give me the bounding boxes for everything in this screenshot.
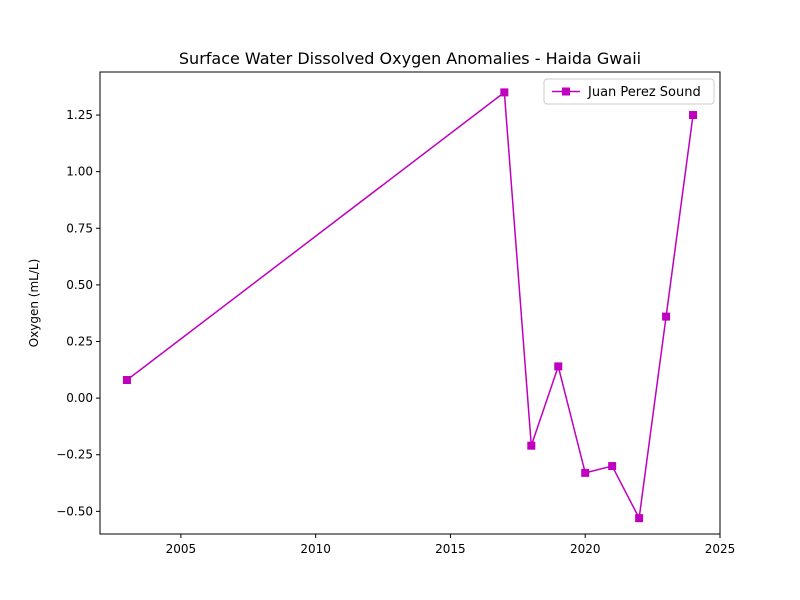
x-tick-label: 2010 [300, 542, 331, 556]
series-line [126, 91, 694, 519]
chart-title: Surface Water Dissolved Oxygen Anomalies… [179, 49, 641, 68]
x-tick-label: 2015 [435, 542, 466, 556]
y-tick-label: 1.00 [66, 165, 93, 179]
data-point [122, 376, 131, 384]
x-tick-label: 2025 [705, 542, 736, 556]
legend: Juan Perez Sound [543, 78, 715, 105]
legend-label: Juan Perez Sound [587, 85, 701, 100]
data-point [500, 88, 509, 97]
x-axis: 2005 2010 2015 2020 2025 [166, 534, 736, 556]
x-tick-label: 2020 [570, 542, 601, 556]
y-tick-label: 1.25 [66, 108, 93, 122]
y-axis-label: Oxygen (mL/L) [27, 259, 41, 348]
plot-area-frame [99, 71, 721, 535]
data-point [581, 468, 590, 477]
data-point [554, 362, 563, 371]
data-point [635, 514, 644, 523]
data-point [527, 441, 536, 450]
y-tick-label: −0.25 [56, 448, 93, 462]
legend-box [543, 78, 715, 105]
y-axis: −0.50 −0.25 0.00 0.25 0.50 0.75 1.00 1.25 [56, 108, 100, 518]
data-point [662, 312, 671, 321]
y-tick-label: 0.25 [66, 335, 93, 349]
y-tick-label: 0.00 [66, 391, 93, 405]
data-point [608, 462, 617, 471]
y-tick-label: −0.50 [56, 504, 93, 518]
x-tick-label: 2005 [166, 542, 197, 556]
y-tick-label: 0.75 [66, 221, 93, 235]
legend-marker-square [562, 87, 570, 96]
series-layer [122, 88, 698, 523]
y-tick-label: 0.50 [66, 278, 93, 292]
data-point [689, 111, 698, 120]
